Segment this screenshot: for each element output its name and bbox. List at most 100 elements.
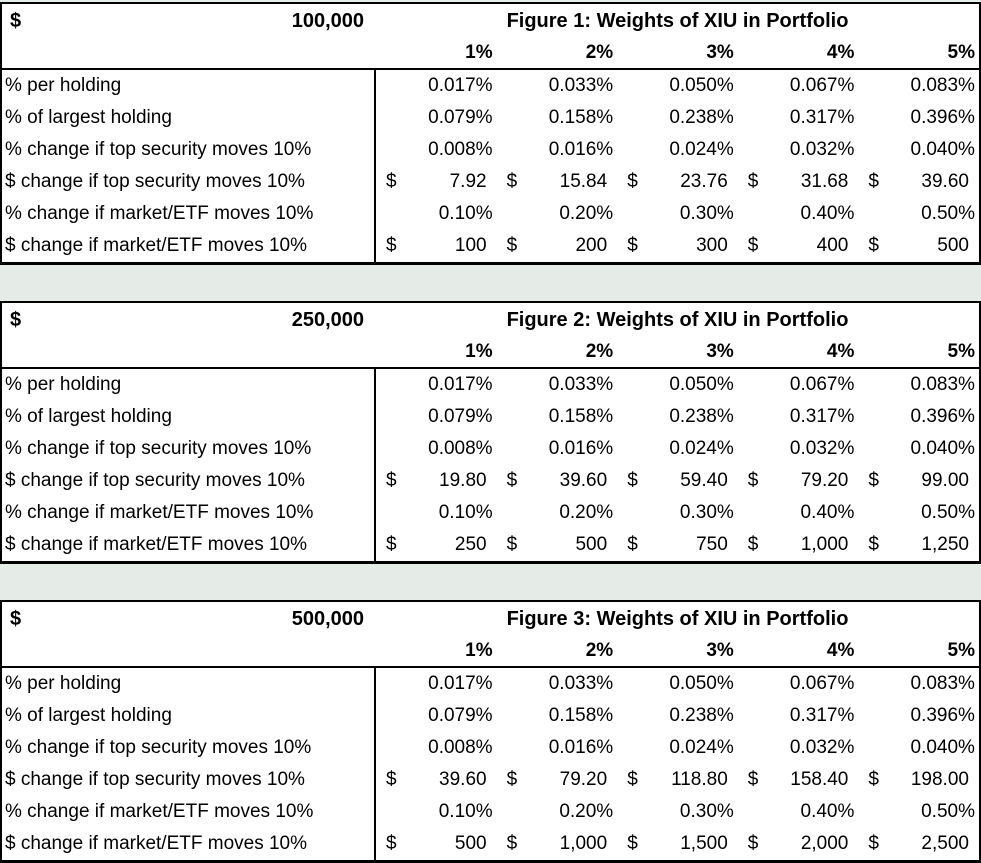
percent-value-cell: 0.032% bbox=[789, 139, 855, 160]
table-row: % change if top security moves 10% 0.008… bbox=[2, 433, 979, 465]
percent-value-cell: 0.50% bbox=[921, 801, 975, 822]
table-body: % per holding 0.017% 0.033% 0.050% 0.067… bbox=[2, 70, 979, 262]
dollar-sign: $ bbox=[747, 171, 759, 192]
dollar-sign: $ bbox=[627, 470, 638, 491]
table-row: % change if top security moves 10% 0.008… bbox=[2, 732, 979, 764]
dollar-sign: $ bbox=[506, 235, 518, 256]
row-label: % per holding bbox=[2, 70, 376, 102]
percent-value-cell: 0.238% bbox=[669, 107, 734, 128]
table-row: % of largest holding 0.079% 0.158% 0.238… bbox=[2, 401, 979, 433]
table-row: % of largest holding 0.079% 0.158% 0.238… bbox=[2, 102, 979, 134]
percent-value-cell: 0.033% bbox=[548, 673, 614, 694]
row-label: % change if top security moves 10% bbox=[2, 134, 376, 166]
portfolio-value: 100,000 bbox=[291, 9, 364, 32]
dollar-sign: $ bbox=[747, 534, 759, 555]
percent-value-cell: 0.032% bbox=[789, 438, 855, 459]
currency-value: 79.20 bbox=[800, 470, 849, 491]
currency-value-cell: $ 31.68 bbox=[738, 166, 859, 198]
percent-value-cell: 0.50% bbox=[921, 203, 975, 224]
dollar-sign: $ bbox=[747, 769, 759, 790]
row-label: % change if top security moves 10% bbox=[2, 433, 376, 465]
percent-value-cell: 0.008% bbox=[428, 438, 493, 459]
figure-2-table: $ 250,000 Figure 2: Weights of XIU in Po… bbox=[0, 301, 981, 564]
portfolio-value: 250,000 bbox=[291, 308, 364, 331]
percent-value-cell: 0.317% bbox=[789, 107, 855, 128]
row-label: $ change if market/ETF moves 10% bbox=[2, 230, 376, 262]
currency-value: 15.84 bbox=[559, 171, 608, 192]
table-header-row: $ 500,000 Figure 3: Weights of XIU in Po… bbox=[2, 602, 979, 636]
dollar-sign: $ bbox=[386, 534, 397, 555]
percent-value-cell: 0.017% bbox=[428, 75, 493, 96]
row-label: $ change if top security moves 10% bbox=[2, 166, 376, 198]
dollar-sign: $ bbox=[747, 833, 759, 854]
dollar-sign: $ bbox=[10, 9, 22, 32]
row-label: $ change if top security moves 10% bbox=[2, 465, 376, 497]
table-row: $ change if top security moves 10% $ 39.… bbox=[2, 764, 979, 796]
table-row: $ change if top security moves 10% $ 19.… bbox=[2, 465, 979, 497]
dollar-sign: $ bbox=[868, 235, 879, 256]
currency-value-cell: $ 7.92 bbox=[376, 166, 497, 198]
table-row: $ change if top security moves 10% $ 7.9… bbox=[2, 166, 979, 198]
empty-header-cell bbox=[2, 337, 376, 367]
row-label: % change if top security moves 10% bbox=[2, 732, 376, 764]
currency-value-cell: $ 15.84 bbox=[497, 166, 618, 198]
column-header: 2% bbox=[585, 42, 614, 63]
percent-value-cell: 0.040% bbox=[910, 438, 975, 459]
column-header: 4% bbox=[826, 42, 855, 63]
percent-value-cell: 0.396% bbox=[910, 406, 975, 427]
dollar-sign: $ bbox=[386, 235, 397, 256]
currency-value: 23.76 bbox=[680, 171, 728, 192]
currency-value-cell: $ 500 bbox=[858, 230, 979, 262]
row-label: % of largest holding bbox=[2, 401, 376, 433]
column-header: 1% bbox=[465, 341, 493, 362]
percent-value-cell: 0.10% bbox=[438, 801, 493, 822]
dollar-sign: $ bbox=[386, 470, 397, 491]
currency-value-cell: $ 79.20 bbox=[497, 764, 618, 796]
table-header-row: $ 250,000 Figure 2: Weights of XIU in Po… bbox=[2, 303, 979, 337]
currency-value-cell: $ 19.80 bbox=[376, 465, 497, 497]
dollar-sign: $ bbox=[868, 171, 879, 192]
row-label: % of largest holding bbox=[2, 700, 376, 732]
empty-header-cell bbox=[2, 636, 376, 666]
currency-value: 99.00 bbox=[921, 470, 969, 491]
figure-1-table: $ 100,000 Figure 1: Weights of XIU in Po… bbox=[0, 2, 981, 265]
percent-value-cell: 0.033% bbox=[548, 374, 614, 395]
dollar-sign: $ bbox=[868, 833, 879, 854]
table-row: % per holding 0.017% 0.033% 0.050% 0.067… bbox=[2, 668, 979, 700]
currency-value: 200 bbox=[575, 235, 608, 256]
currency-value-cell: $ 400 bbox=[738, 230, 859, 262]
column-headers-row: 1% 2% 3% 4% 5% bbox=[2, 38, 979, 70]
dollar-sign: $ bbox=[627, 534, 638, 555]
row-label: $ change if market/ETF moves 10% bbox=[2, 828, 376, 860]
currency-value: 59.40 bbox=[680, 470, 728, 491]
currency-value-cell: $ 39.60 bbox=[376, 764, 497, 796]
currency-value: 158.40 bbox=[790, 769, 849, 790]
currency-value-cell: $ 500 bbox=[497, 529, 618, 561]
percent-value-cell: 0.083% bbox=[910, 75, 975, 96]
percent-value-cell: 0.024% bbox=[669, 438, 734, 459]
currency-value: 1,000 bbox=[800, 534, 849, 555]
dollar-sign: $ bbox=[627, 171, 638, 192]
column-header: 5% bbox=[947, 42, 975, 63]
currency-value-cell: $ 1,250 bbox=[858, 529, 979, 561]
percent-value-cell: 0.032% bbox=[789, 737, 855, 758]
table-row: % of largest holding 0.079% 0.158% 0.238… bbox=[2, 700, 979, 732]
currency-value-cell: $ 79.20 bbox=[738, 465, 859, 497]
percent-value-cell: 0.10% bbox=[438, 203, 493, 224]
currency-value-cell: $ 158.40 bbox=[738, 764, 859, 796]
row-label: % change if market/ETF moves 10% bbox=[2, 796, 376, 828]
percent-value-cell: 0.317% bbox=[789, 705, 855, 726]
currency-value-cell: $ 2,500 bbox=[858, 828, 979, 860]
percent-value-cell: 0.050% bbox=[669, 673, 734, 694]
currency-value: 1,500 bbox=[680, 833, 728, 854]
dollar-sign: $ bbox=[506, 769, 518, 790]
currency-value-cell: $ 1,500 bbox=[617, 828, 738, 860]
currency-value: 118.80 bbox=[671, 769, 728, 790]
percent-value-cell: 0.016% bbox=[548, 139, 614, 160]
currency-value: 31.68 bbox=[800, 171, 849, 192]
percent-value-cell: 0.158% bbox=[548, 705, 614, 726]
dollar-sign: $ bbox=[868, 534, 879, 555]
table-row: % change if market/ETF moves 10% 0.10% 0… bbox=[2, 796, 979, 828]
dollar-sign: $ bbox=[627, 833, 638, 854]
column-header: 1% bbox=[465, 640, 493, 661]
